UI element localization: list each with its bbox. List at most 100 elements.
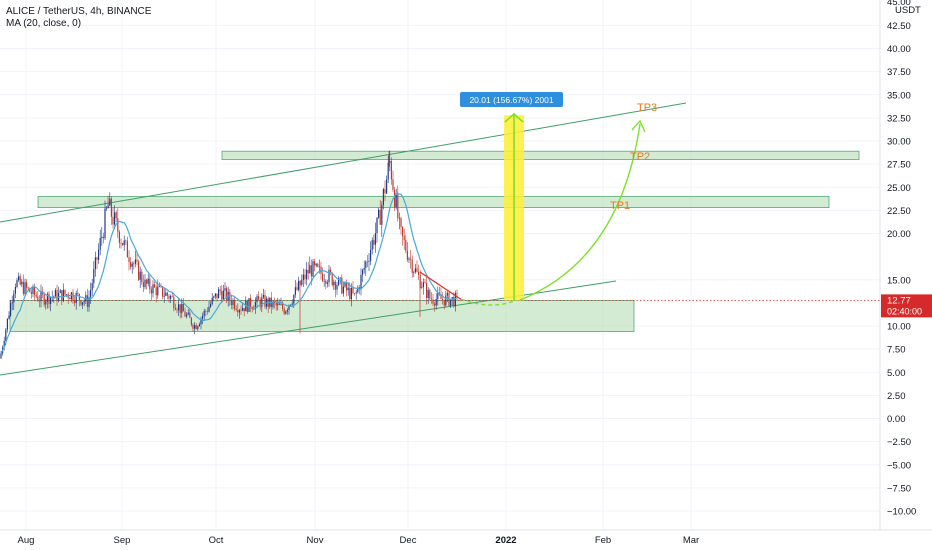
candle-body — [168, 295, 170, 299]
candle-body — [157, 286, 159, 296]
candle-body — [53, 296, 55, 298]
time-tick-label: Mar — [683, 535, 699, 546]
price-tick-label: 5.00 — [887, 368, 906, 379]
candle-body — [363, 268, 365, 270]
candle-body — [46, 293, 48, 302]
candle-body — [325, 280, 327, 284]
price-axis-unit: USDT — [895, 5, 921, 16]
candle-body — [6, 318, 8, 330]
candle-body — [74, 300, 76, 303]
candle-body — [50, 297, 52, 305]
candle-body — [424, 282, 426, 284]
candle-body — [354, 293, 356, 294]
candle-body — [3, 341, 5, 348]
time-tick-label: Sep — [114, 535, 131, 546]
candle-body — [410, 258, 412, 260]
candle-body — [309, 265, 311, 274]
candle-body — [29, 288, 31, 293]
candle-body — [45, 301, 47, 305]
candle-body — [299, 280, 301, 285]
candle-body — [290, 304, 292, 306]
candle-body — [261, 297, 263, 307]
indicator-title[interactable]: MA (20, close, 0) — [6, 18, 82, 29]
candle-body — [22, 281, 24, 294]
candle-body — [389, 161, 391, 163]
candle-body — [141, 271, 143, 283]
candle-body — [5, 329, 7, 342]
candle-body — [296, 287, 298, 290]
candle-body — [331, 273, 333, 286]
candle-body — [21, 281, 23, 285]
candle-body — [355, 292, 357, 294]
candle-body — [70, 292, 72, 300]
candle-body — [264, 294, 266, 307]
time-axis[interactable]: Aug Sep Oct Nov Dec 2022 Feb Mar — [18, 535, 700, 546]
candle-body — [414, 268, 416, 273]
candle-body — [19, 276, 21, 285]
candle-body — [27, 287, 29, 289]
time-tick-label: Dec — [400, 535, 417, 546]
candle-body — [230, 300, 232, 306]
projection-dip-curve — [460, 298, 515, 306]
candle-body — [208, 306, 210, 312]
candle-body — [154, 284, 156, 288]
candle-body — [333, 281, 335, 286]
candle-body — [307, 269, 309, 274]
candle-body — [435, 299, 437, 306]
time-tick-label: Aug — [18, 535, 35, 546]
time-tick-label: Feb — [595, 535, 611, 546]
price-tick-label: −2.50 — [887, 437, 911, 448]
candle-body — [302, 274, 304, 280]
candle-body — [398, 218, 400, 219]
candle-body — [243, 308, 245, 312]
price-axis[interactable]: 42.50 40.00 37.50 35.00 32.50 30.00 27.50 25.00… — [887, 21, 916, 518]
candle-body — [91, 283, 93, 291]
candle-body — [197, 326, 199, 329]
candle-body — [382, 189, 384, 206]
candle-body — [392, 179, 394, 190]
candle-body — [194, 325, 196, 329]
time-tick-label: Oct — [209, 535, 224, 546]
candle-body — [126, 240, 128, 258]
candle-body — [80, 300, 82, 305]
candle-body — [368, 260, 370, 262]
candle-body — [98, 249, 100, 260]
tp1-label: TP1 — [610, 200, 630, 212]
candle-body — [346, 282, 348, 291]
candle-body — [317, 263, 319, 267]
candle-body — [10, 303, 12, 316]
projection-arrow-head — [631, 119, 646, 133]
candle-body — [306, 269, 308, 280]
candle-body — [115, 212, 117, 219]
price-tick-label: 40.00 — [887, 44, 911, 55]
candle-body — [211, 297, 213, 305]
candle-body — [88, 297, 90, 307]
candle-body — [366, 261, 368, 263]
price-tick-label: 0.00 — [887, 414, 906, 425]
candle-body — [78, 294, 80, 301]
price-tick-label: 22.50 — [887, 206, 911, 217]
candle-body — [69, 297, 71, 300]
tp2-label: TP2 — [630, 151, 650, 163]
candle-body — [334, 281, 336, 290]
price-tick-label: 30.00 — [887, 137, 911, 148]
candle-body — [430, 298, 432, 300]
price-tick-label: 2.50 — [887, 391, 906, 402]
candle-body — [408, 258, 410, 260]
candle-body — [258, 296, 260, 300]
candle-body — [206, 311, 208, 312]
candle-body — [94, 257, 96, 270]
candle-body — [77, 292, 79, 295]
candle-body — [117, 218, 119, 232]
price-tick-label: −7.50 — [887, 483, 911, 494]
candle-body — [14, 286, 16, 294]
candle-body — [416, 268, 418, 272]
candle-body — [277, 303, 279, 306]
candle-body — [418, 271, 420, 275]
candle-body — [275, 302, 277, 306]
candle-body — [205, 310, 207, 312]
symbol-title[interactable]: ALICE / TetherUS, 4h, BINANCE — [6, 6, 152, 17]
tp3-label: TP3 — [637, 102, 657, 114]
price-tick-label: 42.50 — [887, 21, 911, 32]
